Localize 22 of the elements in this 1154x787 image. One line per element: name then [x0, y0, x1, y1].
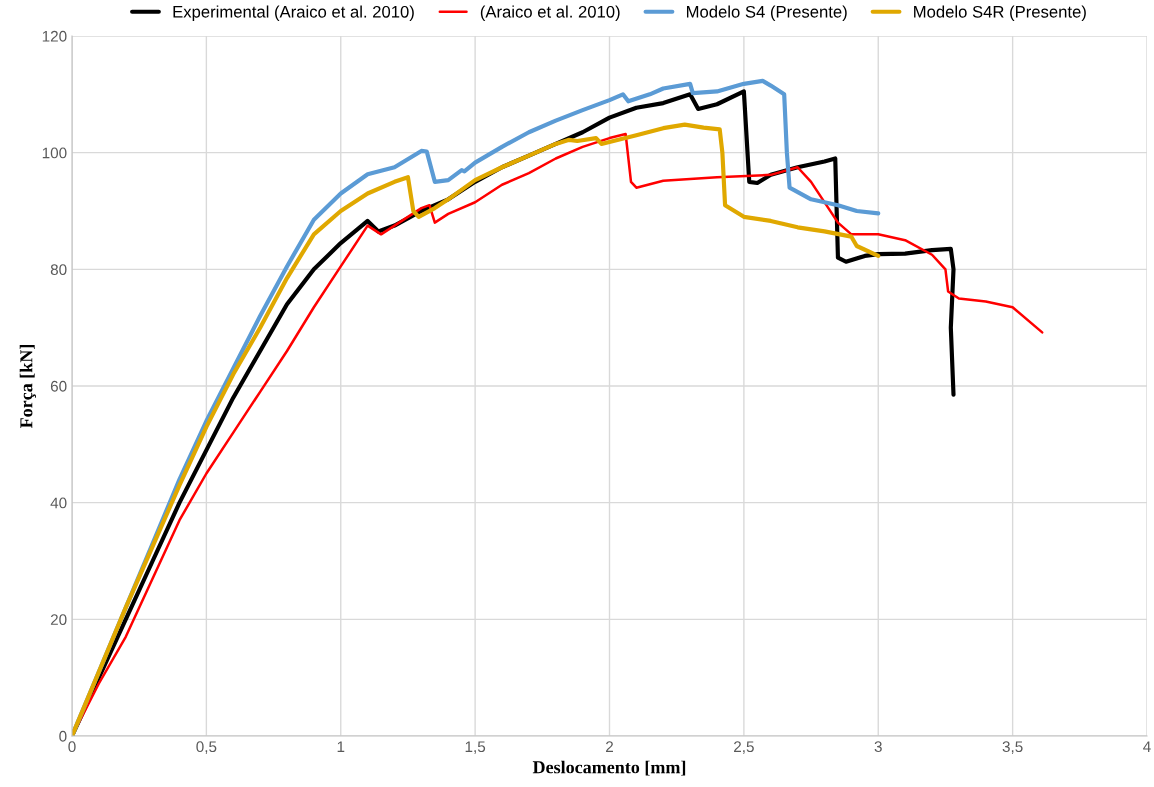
- y-tick-label: 60: [50, 380, 67, 392]
- y-tick-label: 120: [42, 30, 67, 42]
- legend-label: (Araico et al. 2010): [480, 5, 620, 21]
- x-tick-label: 2,5: [734, 741, 754, 754]
- x-tick-label: 3: [874, 741, 882, 753]
- y-tick-label: 20: [50, 614, 67, 626]
- y-tick-label: 0: [59, 730, 67, 742]
- legend-label: Modelo S4 (Presente): [686, 5, 847, 21]
- x-tick-label: 1: [337, 741, 345, 752]
- y-tick-label: 80: [50, 264, 67, 276]
- x-tick-label: 2: [606, 741, 613, 752]
- x-tick-label: 1,5: [465, 741, 486, 754]
- legend-label: Experimental (Araico et al. 2010): [173, 5, 414, 21]
- legend-label: Modelo S4R (Presente): [914, 5, 1086, 21]
- x-tick-label: 3,5: [1002, 741, 1023, 754]
- y-tick-label: 100: [42, 147, 67, 159]
- x-tick-label: 4: [1143, 741, 1151, 752]
- x-tick-label: 0,5: [196, 741, 217, 754]
- y-axis-title: Força [kN]: [19, 344, 36, 429]
- x-tick-label: 0: [68, 741, 76, 753]
- y-tick-label: 40: [50, 497, 67, 509]
- x-axis-title: Deslocamento [mm]: [532, 760, 686, 776]
